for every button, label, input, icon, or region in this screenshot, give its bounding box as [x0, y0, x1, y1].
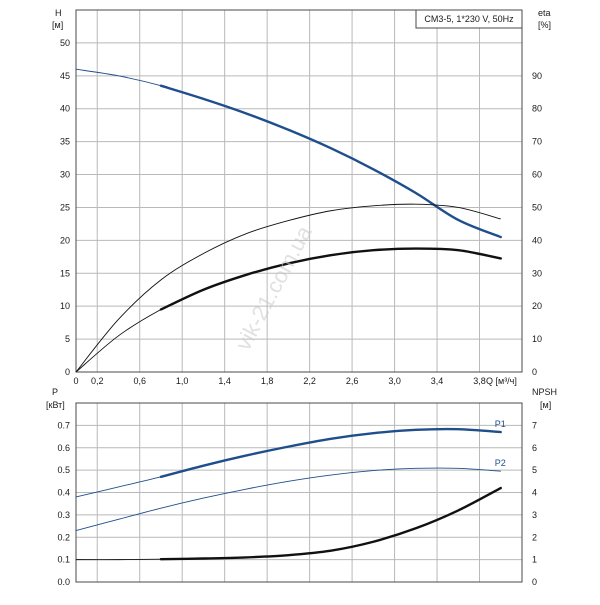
- power-axis-ticks: 0.0 0.1 0.2 0.3 0.4 0.5 0.6 0.7: [57, 420, 70, 587]
- left-axis-tick-label: 25: [60, 202, 70, 212]
- left-axis-tick-label: 0.6: [57, 443, 70, 453]
- head-axis-ticks: 0 5 10 15 20 25 30 35 40 45 50: [60, 38, 70, 377]
- eta-axis-unit: [%]: [538, 20, 551, 30]
- flow-axis-tick-label: 3,0: [388, 376, 401, 386]
- right-axis-tick-label: 50: [532, 202, 542, 212]
- flow-axis-tick-label: 1,8: [261, 376, 274, 386]
- flow-axis-tick-label: 2,6: [346, 376, 359, 386]
- right-axis-tick-label: 0: [532, 577, 537, 587]
- flow-axis-tick-label: 1,4: [218, 376, 231, 386]
- flow-axis-tick-label: 2,2: [303, 376, 316, 386]
- npsh-axis-label: NPSH: [532, 387, 557, 397]
- left-axis-tick-label: 35: [60, 137, 70, 147]
- flow-axis-tick-label: 0,6: [133, 376, 146, 386]
- flow-axis-tick-label: 0: [73, 376, 78, 386]
- flow-axis-label: Q [м³/ч]: [486, 376, 517, 386]
- power-plot-grid: [75, 403, 522, 583]
- npsh-axis-unit: [м]: [540, 400, 551, 410]
- right-axis-tick-label: 30: [532, 268, 542, 278]
- right-axis-tick-label: 10: [532, 334, 542, 344]
- eta-axis-label: eta: [538, 8, 551, 18]
- power-npsh-plot: 0.0 0.1 0.2 0.3 0.4 0.5 0.6 0.7 0 1 2 3 4 5 6 7 P [кВт…: [46, 387, 557, 587]
- series-operating-range-0: [159, 84, 502, 239]
- left-axis-tick-label: 0.0: [57, 577, 70, 587]
- right-axis-tick-label: 80: [532, 104, 542, 114]
- power-plot-series: P1 P2: [75, 419, 506, 561]
- left-axis-tick-label: 20: [60, 235, 70, 245]
- series-label-p1: P1: [495, 419, 506, 429]
- right-axis-tick-label: 5: [532, 465, 537, 475]
- series-operating-range-2: [159, 486, 502, 561]
- left-axis-tick-label: 15: [60, 268, 70, 278]
- series-label-p2: P2: [495, 458, 506, 468]
- right-axis-tick-label: 90: [532, 71, 542, 81]
- head-plot-series: [75, 68, 502, 373]
- npsh-axis-ticks: 0 1 2 3 4 5 6 7: [532, 420, 537, 587]
- left-axis-tick-label: 0.3: [57, 510, 70, 520]
- power-axis-label: P: [52, 387, 58, 397]
- right-axis-tick-label: 20: [532, 301, 542, 311]
- right-axis-tick-label: 70: [532, 137, 542, 147]
- flow-axis-tick-label: 0,2: [91, 376, 104, 386]
- right-axis-tick-label: 7: [532, 420, 537, 430]
- left-axis-tick-label: 0.4: [57, 488, 70, 498]
- right-axis-tick-label: 2: [532, 532, 537, 542]
- right-axis-tick-label: 0: [532, 367, 537, 377]
- left-axis-tick-label: 45: [60, 71, 70, 81]
- flow-axis-tick-label: 3,4: [431, 376, 444, 386]
- right-axis-tick-label: 4: [532, 488, 537, 498]
- left-axis-tick-label: 0.1: [57, 555, 70, 565]
- left-axis-tick-label: 30: [60, 170, 70, 180]
- power-plot-frame: [75, 402, 523, 583]
- flow-axis-ticks: 0 0,2 0,6 1,0 1,4 1,8 2,2 2,6 3,0 3,4 3,8: [73, 376, 485, 386]
- left-axis-tick-label: 40: [60, 104, 70, 114]
- series-operating-range-2: [159, 247, 502, 311]
- left-axis-tick-label: 0.2: [57, 532, 70, 542]
- right-axis-tick-label: 3: [532, 510, 537, 520]
- right-axis-tick-label: 1: [532, 555, 537, 565]
- flow-axis-tick-label: 1,0: [176, 376, 189, 386]
- power-axis-unit: [кВт]: [46, 400, 65, 410]
- left-axis-tick-label: 10: [60, 301, 70, 311]
- series-operating-range-0: [159, 427, 502, 479]
- right-axis-tick-label: 6: [532, 443, 537, 453]
- head-axis-unit: [м]: [52, 20, 63, 30]
- eta-axis-ticks: 0 10 20 30 40 50 60 70 80 90: [532, 71, 542, 377]
- left-axis-tick-label: 0: [65, 367, 70, 377]
- left-axis-tick-label: 0.7: [57, 420, 70, 430]
- pump-legend-label: CM3-5, 1*230 V, 50Hz: [424, 14, 514, 24]
- flow-axis-tick-label: 3,8: [473, 376, 486, 386]
- left-axis-tick-label: 0.5: [57, 465, 70, 475]
- left-axis-tick-label: 50: [60, 38, 70, 48]
- head-axis-label: H: [55, 8, 62, 18]
- right-axis-tick-label: 40: [532, 235, 542, 245]
- left-axis-tick-label: 5: [65, 334, 70, 344]
- series-line-1: [75, 203, 501, 373]
- pump-legend-box: [415, 9, 523, 29]
- series-line-1: [75, 467, 501, 531]
- right-axis-tick-label: 60: [532, 170, 542, 180]
- head-plot-frame: [75, 9, 523, 373]
